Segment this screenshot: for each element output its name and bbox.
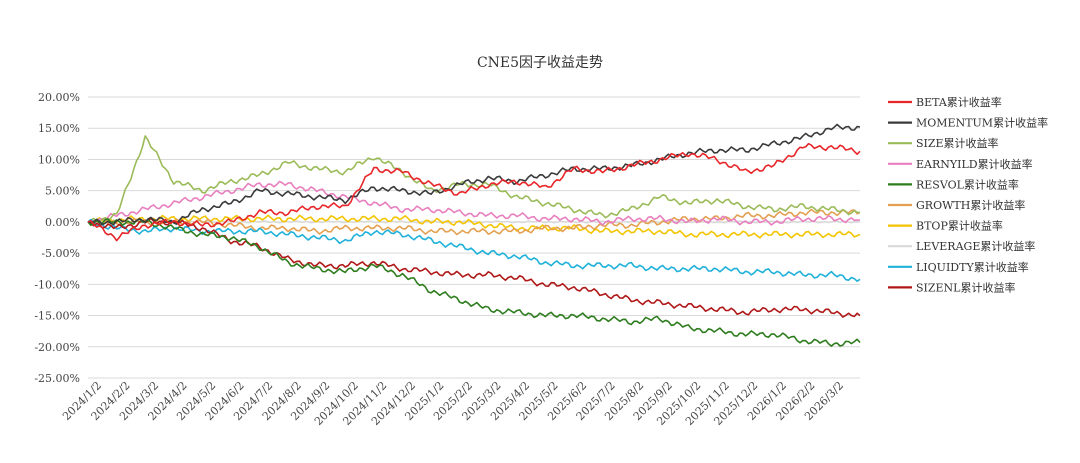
series-line: [87, 218, 861, 283]
y-axis-ticks: 20.00% 15.00% 10.00% 5.00% 0.00% -5.00% -10.00…: [34, 91, 80, 385]
legend-label: LEVERAGE累计收益率: [916, 239, 1035, 253]
legend-label: RESVOL累计收益率: [916, 177, 1019, 191]
series-line: [87, 217, 861, 318]
y-tick-label: 20.00%: [38, 91, 80, 104]
grid-lines: [88, 96, 860, 379]
series-lines: [87, 123, 861, 347]
y-tick-label: 5.00%: [45, 185, 80, 198]
y-tick-label: -15.00%: [34, 310, 80, 323]
series-line: [87, 218, 861, 347]
legend-label: LIQUIDTY累计收益率: [916, 260, 1029, 274]
x-axis-ticks: 2024/1/22024/2/22024/3/22024/4/22024/5/2…: [60, 379, 846, 428]
y-tick-label: -10.00%: [34, 278, 80, 291]
chart-title: CNE5因子收益走势: [477, 55, 603, 71]
legend-label: BTOP累计收益率: [916, 219, 1003, 233]
legend-label: EARNYILD累计收益率: [916, 157, 1033, 171]
y-tick-label: -5.00%: [41, 247, 80, 260]
series-line: [87, 142, 861, 242]
legend: BETA累计收益率 MOMENTUM累计收益率 SIZE累计收益率 EARNYILD累…: [888, 95, 1048, 294]
series-line: [87, 123, 861, 226]
legend-label: SIZE累计收益率: [916, 136, 999, 150]
legend-label: GROWTH累计收益率: [916, 198, 1025, 212]
series-line: [87, 214, 861, 239]
y-tick-label: 15.00%: [38, 122, 80, 135]
y-tick-label: 10.00%: [38, 153, 80, 166]
legend-label: SIZENL累计收益率: [916, 280, 1015, 294]
y-tick-label: 0.00%: [45, 216, 80, 229]
legend-label: MOMENTUM累计收益率: [916, 116, 1048, 130]
series-line: [87, 180, 861, 226]
y-tick-label: -25.00%: [34, 372, 80, 385]
legend-label: BETA累计收益率: [916, 95, 1002, 109]
y-tick-label: -20.00%: [34, 341, 80, 354]
